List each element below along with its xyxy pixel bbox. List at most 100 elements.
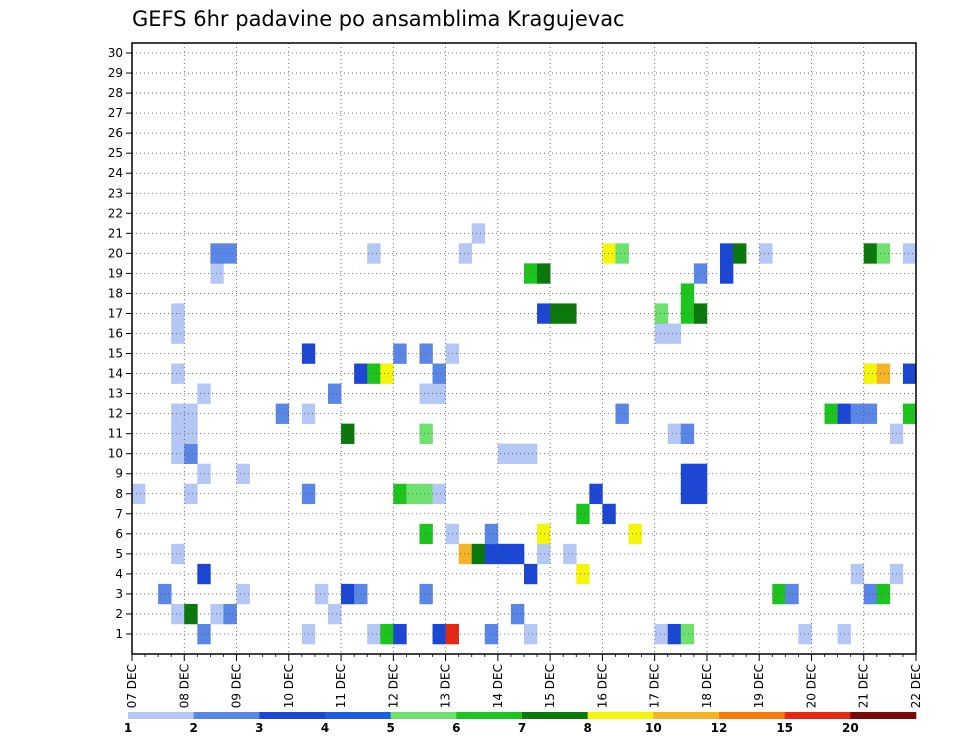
heatmap-cell: [432, 383, 446, 404]
heatmap-cell: [602, 503, 616, 525]
heatmap-cell: [720, 263, 734, 284]
heatmap-cell: [824, 403, 838, 424]
y-tick-label: 13: [108, 387, 123, 401]
y-tick-label: 26: [108, 126, 123, 140]
y-tick-label: 2: [115, 607, 123, 621]
heatmap-cell: [471, 223, 486, 244]
heatmap-cell: [314, 583, 329, 605]
colorbar-swatch: [784, 712, 851, 719]
heatmap-cell: [367, 363, 381, 384]
heatmap-cell: [902, 363, 917, 384]
colorbar-swatch: [850, 712, 917, 719]
y-tick-label: 14: [108, 367, 123, 381]
y-tick-label: 25: [108, 146, 123, 160]
heatmap-cell: [171, 603, 185, 625]
heatmap-cell: [419, 523, 433, 545]
heatmap-cell: [184, 423, 198, 444]
heatmap-cell: [432, 483, 446, 505]
y-tick-label: 7: [115, 507, 123, 521]
y-tick-label: 22: [108, 206, 123, 220]
colorbar-label: 10: [645, 721, 662, 735]
heatmap-cell: [432, 363, 446, 384]
x-tick-label: 20 DEC: [804, 664, 818, 708]
heatmap-cell: [406, 483, 420, 505]
chart-title: GEFS 6hr padavine po ansamblima Kragujev…: [132, 7, 625, 31]
x-axis-ticks: 07 DEC 08 DEC 09 DEC 10 DEC 11 DEC 12 DEC 13 D…: [125, 654, 923, 708]
heatmap-cell: [863, 243, 878, 264]
heatmap-cell: [654, 323, 669, 344]
heatmap-cell: [680, 483, 695, 505]
colorbar-label: 12: [711, 721, 728, 735]
y-tick-label: 29: [108, 66, 123, 80]
heatmap-cell: [680, 283, 695, 304]
x-tick-label: 21 DEC: [857, 664, 871, 708]
heatmap-cell: [419, 343, 433, 364]
heatmap-cell: [524, 623, 538, 645]
heatmap-cell: [628, 523, 642, 545]
heatmap-cell: [680, 423, 695, 444]
colorbar-legend: 1 2 3 4 5 6 7 8 10 12 15 20: [124, 712, 917, 735]
heatmap-cell: [132, 483, 146, 505]
heatmap-cell: [654, 303, 669, 324]
colorbar-label: 15: [776, 721, 793, 735]
colorbar-swatch: [456, 712, 523, 719]
colorbar-swatch: [522, 712, 588, 719]
x-tick-label: 17 DEC: [648, 664, 662, 708]
y-tick-label: 28: [108, 86, 123, 100]
heatmap-cell: [667, 323, 682, 344]
x-tick-label: 12 DEC: [386, 664, 400, 708]
heatmap-cell: [171, 323, 185, 344]
colorbar-label: 5: [386, 721, 394, 735]
colorbar-label: 4: [321, 721, 329, 735]
heatmap-cell: [902, 243, 917, 264]
heatmap-cell: [510, 543, 525, 565]
heatmap-cell: [471, 543, 486, 565]
heatmap-cell: [524, 563, 538, 585]
heatmap-cell: [876, 363, 891, 384]
heatmap-cell: [484, 543, 499, 565]
heatmap-cell: [380, 363, 394, 384]
heatmap-cell: [798, 623, 812, 645]
heatmap-cell: [341, 423, 355, 444]
colorbar-swatch: [653, 712, 720, 719]
y-tick-label: 6: [115, 527, 123, 541]
heatmap-cell: [863, 583, 878, 605]
y-axis-ticks: 1234567891011121314151617181920212223242…: [108, 46, 132, 641]
heatmap-cell: [524, 263, 538, 284]
heatmap-cell: [210, 243, 224, 264]
y-tick-label: 18: [108, 286, 123, 300]
heatmap-cell: [184, 403, 198, 424]
heatmap-cell: [236, 463, 250, 485]
y-tick-label: 8: [115, 487, 123, 501]
heatmap-cell: [510, 443, 525, 464]
heatmap-cell: [720, 243, 734, 264]
heatmap-cell: [615, 403, 629, 424]
y-tick-label: 21: [108, 226, 123, 240]
y-tick-label: 9: [115, 467, 123, 481]
heatmap-cell: [432, 623, 446, 645]
heatmap-cell: [419, 483, 433, 505]
x-tick-label: 11 DEC: [334, 664, 348, 708]
heatmap-cell: [537, 543, 551, 565]
heatmap-cell: [171, 403, 185, 424]
y-tick-label: 24: [108, 166, 123, 180]
heatmap-cell: [171, 423, 185, 444]
heatmap-cell: [458, 243, 473, 264]
heatmap-cell: [223, 603, 237, 625]
y-tick-label: 11: [108, 427, 123, 441]
x-tick-label: 22 DEC: [909, 664, 923, 708]
x-tick-label: 15 DEC: [543, 664, 557, 708]
heatmap-cell: [367, 243, 381, 264]
heatmap-cell: [210, 603, 224, 625]
heatmap-cell: [458, 543, 473, 565]
colorbar-swatch: [193, 712, 260, 719]
grid-lines: [132, 43, 916, 654]
colorbar-swatch: [390, 712, 457, 719]
x-tick-label: 19 DEC: [752, 664, 766, 708]
heatmap-cell: [537, 263, 551, 284]
heatmap-cell: [654, 623, 669, 645]
heatmap-cell: [563, 543, 577, 565]
y-tick-label: 5: [115, 547, 123, 561]
x-tick-label: 16 DEC: [595, 664, 609, 708]
heatmap-cell: [602, 243, 616, 264]
